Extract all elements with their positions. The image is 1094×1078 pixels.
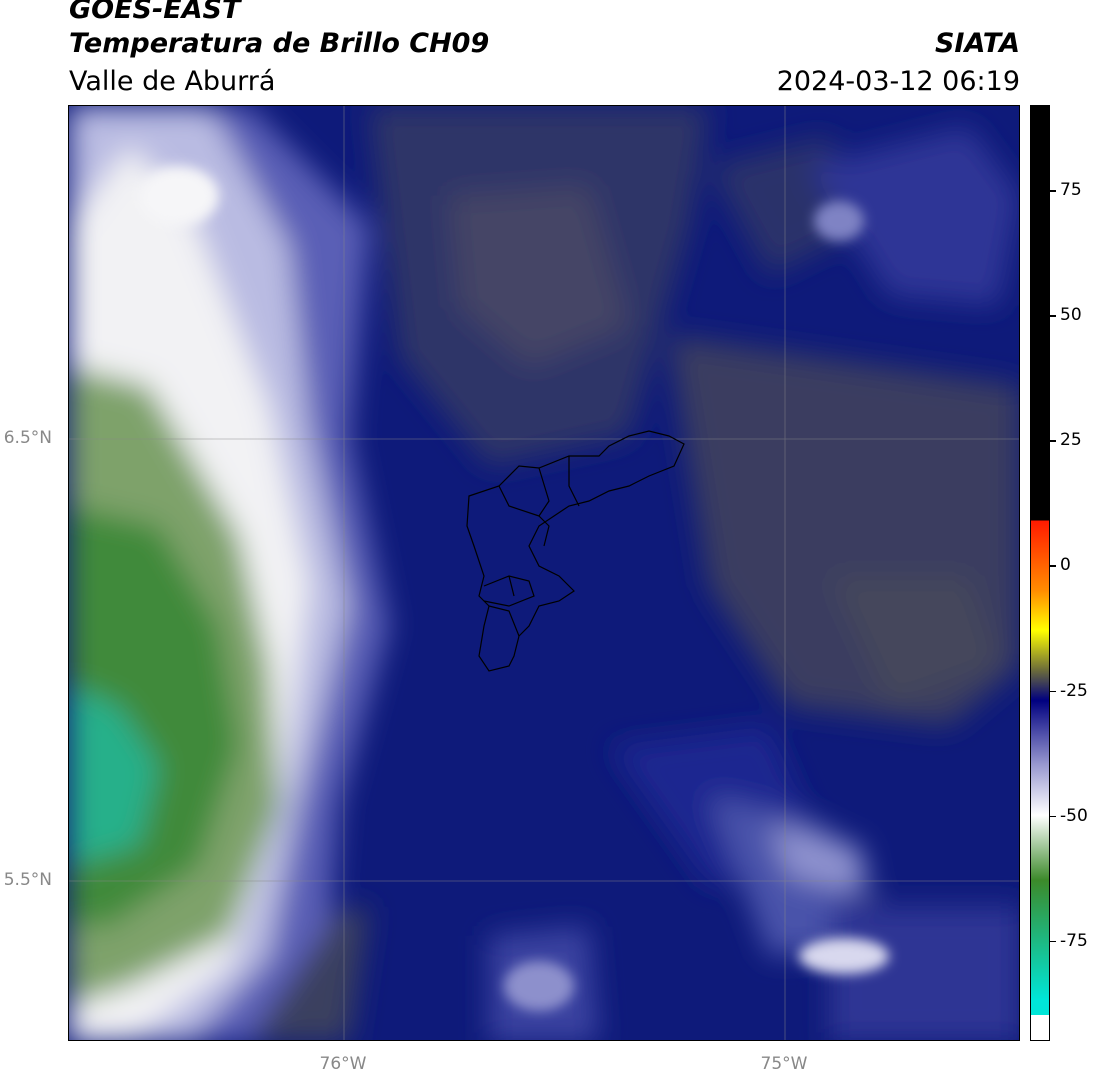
colorbar-tick-label: 75 <box>1060 180 1082 201</box>
municipal-boundaries <box>466 430 685 672</box>
boundary-internal <box>568 456 580 507</box>
colorbar-tick-label: -75 <box>1060 930 1088 951</box>
lat-label-5-5: 5.5°N <box>3 870 52 890</box>
satellite-map[interactable] <box>68 105 1020 1041</box>
colorbar-tick-mark <box>1050 190 1056 192</box>
lon-label-75: 75°W <box>760 1054 808 1074</box>
colorbar-tick-mark <box>1050 565 1056 567</box>
satellite-title: GOES-EAST <box>69 0 241 25</box>
boundary-internal <box>483 575 535 607</box>
colorbar-tick-mark <box>1050 315 1056 317</box>
lat-label-6-5: 6.5°N <box>3 428 52 448</box>
boundary-outline <box>466 430 685 672</box>
bt-field <box>69 106 1019 1040</box>
colorbar-tick-label: -50 <box>1060 805 1088 826</box>
boundary-internal <box>488 605 520 637</box>
boundary-internal <box>538 515 550 547</box>
colorbar-tick-mark <box>1050 815 1056 818</box>
colorbar-tick-label: 50 <box>1060 305 1082 326</box>
colorbar-tick-label: -25 <box>1060 680 1088 701</box>
colorbar <box>1030 105 1050 1041</box>
colorbar-tick-label: 25 <box>1060 430 1082 451</box>
bt-detail <box>139 166 889 1011</box>
product-title: Temperatura de Brillo CH09 <box>69 28 490 59</box>
boundary-internal <box>508 575 515 597</box>
colorbar-tick-mark <box>1050 940 1056 943</box>
institution-label: SIATA <box>934 28 1020 59</box>
graticule <box>69 106 1019 1040</box>
colorbar-tick-label: 0 <box>1060 555 1071 576</box>
colorbar-tick-mark <box>1050 440 1056 442</box>
colorbar-tick-mark <box>1050 690 1056 693</box>
lon-label-76: 76°W <box>319 1054 367 1074</box>
region-subtitle: Valle de Aburrá <box>69 66 276 97</box>
datetime-label: 2024-03-12 06:19 <box>776 66 1020 97</box>
